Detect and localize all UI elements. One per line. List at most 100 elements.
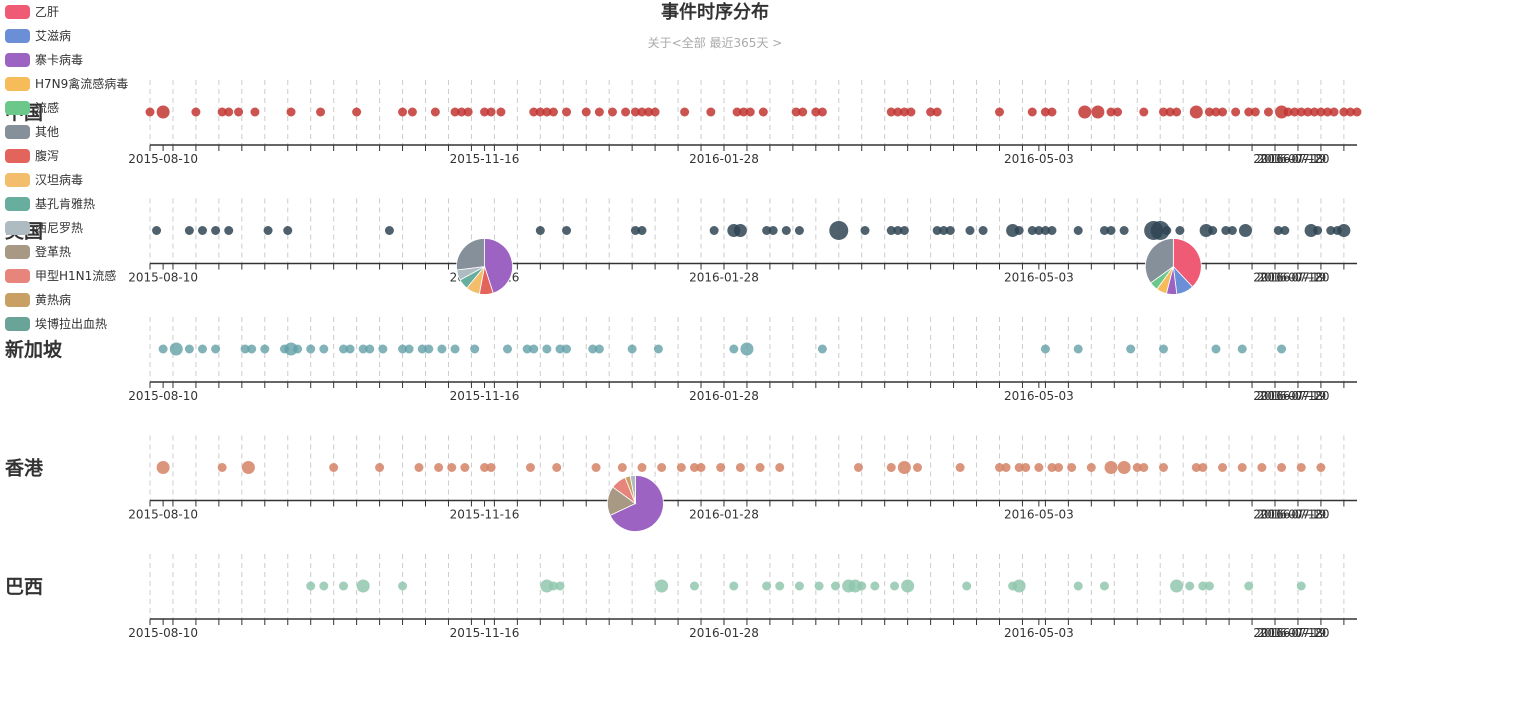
- pie-chart[interactable]: [607, 475, 664, 532]
- event-point[interactable]: [562, 107, 572, 117]
- event-point[interactable]: [1091, 105, 1105, 119]
- event-point[interactable]: [548, 107, 558, 117]
- event-point[interactable]: [1238, 224, 1252, 237]
- event-point[interactable]: [529, 344, 539, 354]
- event-point[interactable]: [378, 344, 388, 354]
- event-point[interactable]: [637, 463, 647, 472]
- event-point[interactable]: [156, 461, 170, 474]
- event-point[interactable]: [740, 342, 754, 356]
- event-point[interactable]: [1006, 224, 1020, 237]
- event-point[interactable]: [794, 581, 804, 591]
- event-point[interactable]: [644, 107, 654, 117]
- legend-item[interactable]: 登革热: [5, 244, 71, 259]
- event-point[interactable]: [430, 107, 440, 117]
- event-point[interactable]: [830, 581, 840, 591]
- event-point[interactable]: [745, 107, 755, 117]
- event-point[interactable]: [404, 344, 414, 354]
- event-point[interactable]: [637, 226, 647, 235]
- event-point[interactable]: [1218, 107, 1228, 117]
- event-point[interactable]: [398, 107, 408, 117]
- event-point[interactable]: [217, 107, 227, 117]
- event-point[interactable]: [1119, 226, 1129, 235]
- event-point[interactable]: [899, 107, 909, 117]
- event-point[interactable]: [450, 344, 460, 354]
- event-point[interactable]: [329, 463, 339, 472]
- event-point[interactable]: [1211, 344, 1221, 354]
- event-point[interactable]: [316, 107, 326, 117]
- event-point[interactable]: [503, 344, 513, 354]
- legend-item[interactable]: 埃博拉出血热: [5, 316, 107, 331]
- event-point[interactable]: [1296, 463, 1306, 472]
- event-point[interactable]: [1313, 226, 1323, 235]
- legend-item[interactable]: 基孔肯雅热: [5, 196, 95, 211]
- event-point[interactable]: [1221, 226, 1231, 235]
- event-point[interactable]: [729, 344, 739, 354]
- event-point[interactable]: [293, 344, 303, 354]
- event-point[interactable]: [424, 344, 434, 354]
- event-point[interactable]: [247, 344, 257, 354]
- event-point[interactable]: [1073, 344, 1083, 354]
- event-point[interactable]: [1303, 107, 1313, 117]
- event-point[interactable]: [384, 226, 394, 235]
- event-point[interactable]: [689, 463, 699, 472]
- event-point[interactable]: [1158, 344, 1168, 354]
- event-point[interactable]: [1316, 463, 1326, 472]
- event-point[interactable]: [522, 344, 532, 354]
- event-point[interactable]: [716, 463, 726, 472]
- pie-chart[interactable]: [1144, 238, 1202, 295]
- event-point[interactable]: [1339, 107, 1349, 117]
- event-point[interactable]: [886, 226, 896, 235]
- event-point[interactable]: [1014, 463, 1024, 472]
- event-point[interactable]: [1198, 463, 1208, 472]
- event-point[interactable]: [893, 107, 903, 117]
- event-point[interactable]: [1078, 105, 1092, 119]
- event-point[interactable]: [352, 107, 362, 117]
- event-point[interactable]: [365, 344, 375, 354]
- event-point[interactable]: [1132, 463, 1142, 472]
- event-point[interactable]: [319, 344, 329, 354]
- event-point[interactable]: [1040, 107, 1050, 117]
- event-point[interactable]: [886, 463, 896, 472]
- event-point[interactable]: [1104, 461, 1118, 474]
- event-point[interactable]: [630, 107, 640, 117]
- event-point[interactable]: [657, 463, 667, 472]
- event-point[interactable]: [794, 226, 804, 235]
- event-point[interactable]: [470, 344, 480, 354]
- event-point[interactable]: [1170, 579, 1184, 593]
- event-point[interactable]: [197, 344, 207, 354]
- event-point[interactable]: [1185, 581, 1195, 591]
- event-point[interactable]: [407, 107, 417, 117]
- event-point[interactable]: [860, 226, 870, 235]
- legend-item[interactable]: 寨卡病毒: [5, 52, 83, 67]
- event-point[interactable]: [1150, 221, 1170, 240]
- legend-item[interactable]: H7N9禽流感病毒: [5, 76, 128, 91]
- legend-item[interactable]: 甲型H1N1流感: [5, 268, 116, 283]
- event-point[interactable]: [689, 581, 699, 591]
- event-point[interactable]: [1162, 226, 1172, 235]
- event-point[interactable]: [1099, 581, 1109, 591]
- event-point[interactable]: [1158, 107, 1168, 117]
- event-point[interactable]: [594, 344, 604, 354]
- event-point[interactable]: [945, 226, 955, 235]
- event-point[interactable]: [680, 107, 690, 117]
- event-point[interactable]: [588, 344, 598, 354]
- event-point[interactable]: [486, 463, 496, 472]
- event-point[interactable]: [1345, 107, 1355, 117]
- event-point[interactable]: [870, 581, 880, 591]
- event-point[interactable]: [655, 579, 669, 593]
- event-point[interactable]: [240, 344, 250, 354]
- event-point[interactable]: [417, 344, 427, 354]
- event-point[interactable]: [994, 463, 1004, 472]
- event-point[interactable]: [1117, 461, 1131, 474]
- event-point[interactable]: [1113, 107, 1123, 117]
- legend-item[interactable]: 西尼罗热: [5, 221, 83, 235]
- event-point[interactable]: [234, 107, 244, 117]
- event-point[interactable]: [1175, 226, 1185, 235]
- event-point[interactable]: [1027, 226, 1037, 235]
- event-point[interactable]: [1047, 107, 1057, 117]
- event-point[interactable]: [191, 107, 201, 117]
- event-point[interactable]: [621, 107, 631, 117]
- event-point[interactable]: [912, 463, 922, 472]
- event-point[interactable]: [1199, 224, 1213, 237]
- event-point[interactable]: [555, 581, 565, 591]
